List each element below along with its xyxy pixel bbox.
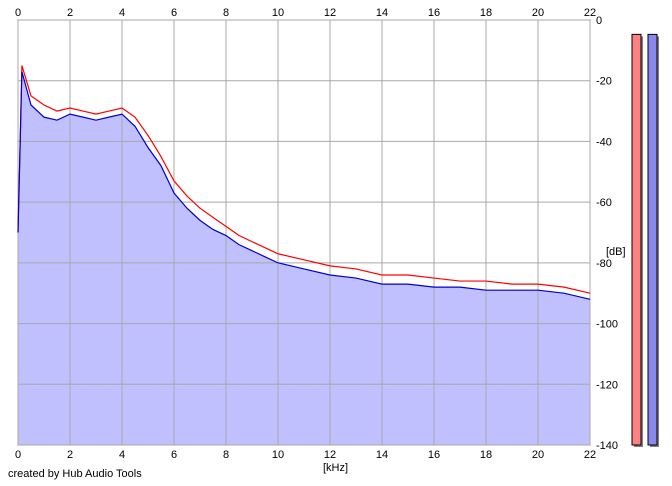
x-tick-label-top: 6 xyxy=(171,7,177,19)
x-tick-label-top: 12 xyxy=(324,7,336,19)
x-tick-label-bottom: 22 xyxy=(584,449,596,461)
series-line xyxy=(17,71,591,300)
y-axis-label: [dB] xyxy=(606,246,626,258)
level-meter-bar xyxy=(631,33,642,446)
level-meter-bar xyxy=(647,33,658,446)
level-meters xyxy=(631,33,659,447)
x-tick-label-bottom: 12 xyxy=(324,449,336,461)
x-tick-label-bottom: 6 xyxy=(171,449,177,461)
x-tick-label-bottom: 18 xyxy=(480,449,492,461)
grid-layer xyxy=(17,19,591,446)
spectrum-area xyxy=(18,71,590,445)
y-tick-label: -60 xyxy=(596,197,612,209)
series-layer xyxy=(17,65,591,300)
tick-labels: 002244668810101212141416161818202022220-… xyxy=(15,7,618,461)
x-tick-label-top: 2 xyxy=(67,7,73,19)
x-tick-label-bottom: 16 xyxy=(428,449,440,461)
x-tick-label-top: 0 xyxy=(15,7,21,19)
x-tick-label-top: 20 xyxy=(532,7,544,19)
x-tick-label-top: 4 xyxy=(119,7,125,19)
area-fill-layer xyxy=(18,71,590,445)
y-tick-label: -40 xyxy=(596,136,612,148)
y-tick-label: -100 xyxy=(596,319,618,331)
x-tick-label-bottom: 2 xyxy=(67,449,73,461)
x-tick-label-top: 8 xyxy=(223,7,229,19)
series-line xyxy=(17,65,591,294)
x-tick-label-bottom: 20 xyxy=(532,449,544,461)
x-axis-label: [kHz] xyxy=(323,462,348,474)
y-tick-label: -120 xyxy=(596,379,618,391)
x-tick-label-bottom: 4 xyxy=(119,449,125,461)
x-tick-label-bottom: 10 xyxy=(272,449,284,461)
y-tick-label: 0 xyxy=(596,15,602,27)
x-tick-label-top: 18 xyxy=(480,7,492,19)
x-tick-label-bottom: 14 xyxy=(376,449,388,461)
x-tick-label-top: 10 xyxy=(272,7,284,19)
credit-text: created by Hub Audio Tools xyxy=(8,468,142,480)
x-tick-label-top: 14 xyxy=(376,7,388,19)
x-tick-label-top: 22 xyxy=(584,7,596,19)
x-tick-label-top: 16 xyxy=(428,7,440,19)
y-tick-label: -20 xyxy=(596,76,612,88)
x-tick-label-bottom: 8 xyxy=(223,449,229,461)
y-tick-label: -140 xyxy=(596,440,618,452)
y-tick-label: -80 xyxy=(596,258,612,270)
x-tick-label-bottom: 0 xyxy=(15,449,21,461)
